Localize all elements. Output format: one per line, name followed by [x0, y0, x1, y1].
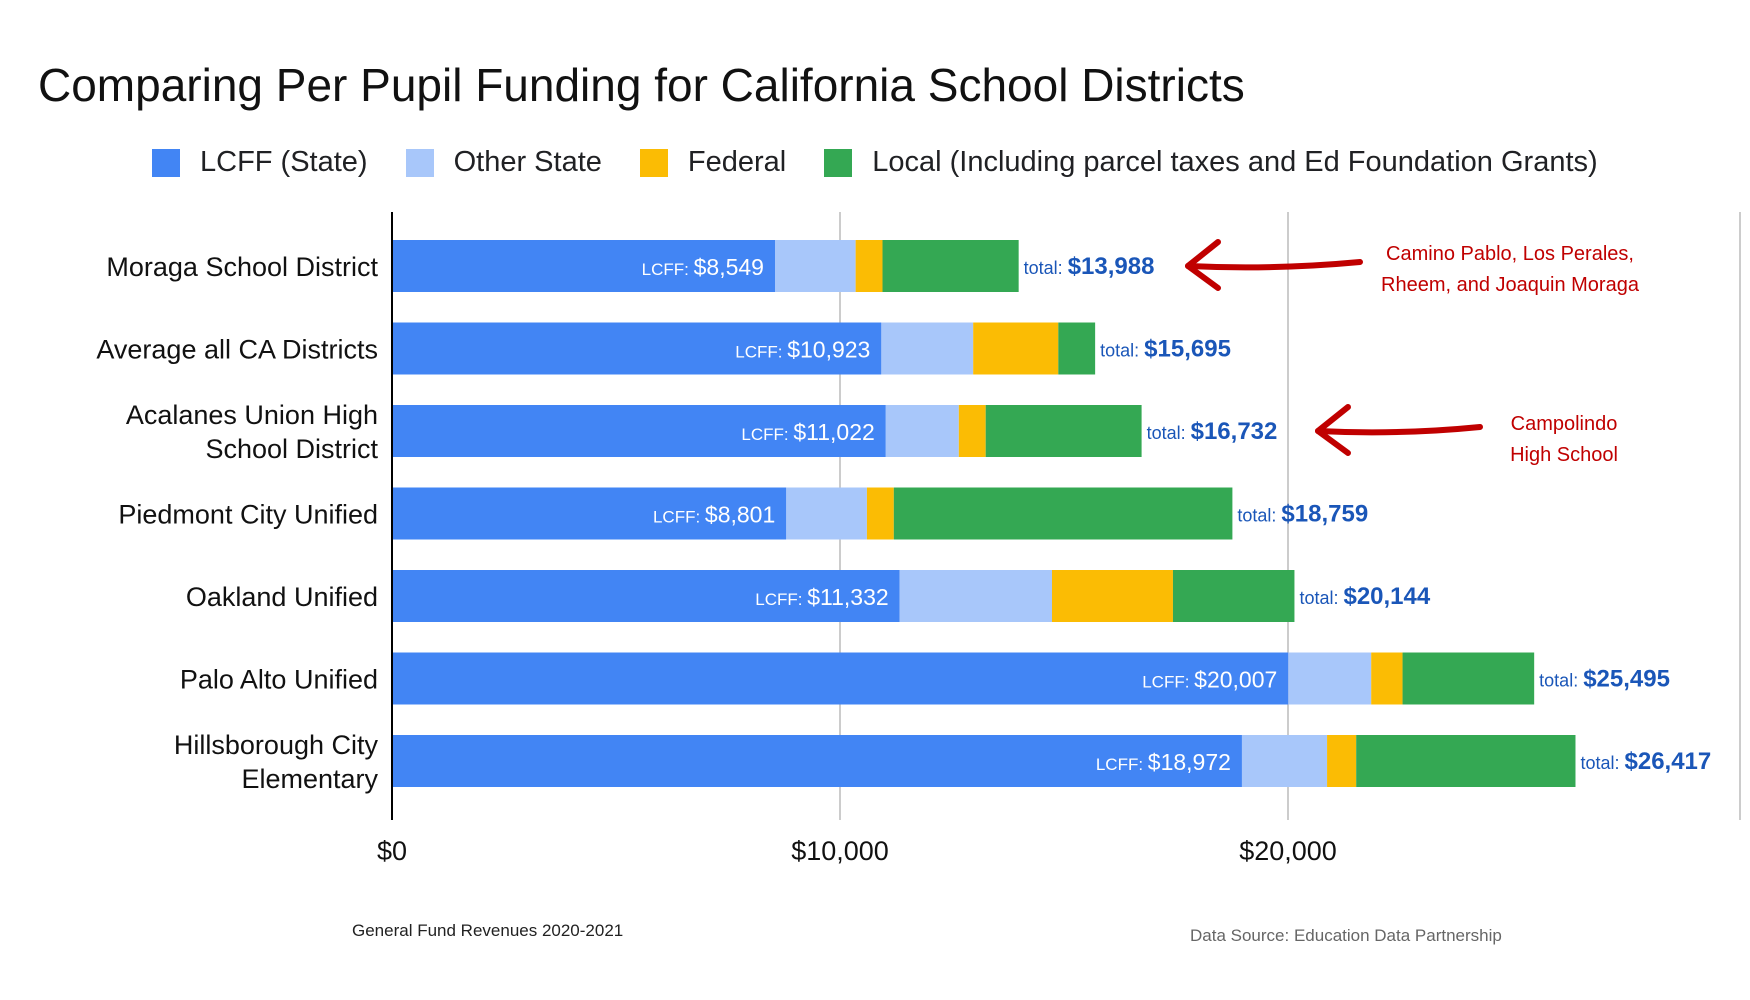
bar-segment-4 [1172, 570, 1295, 622]
bar-segment-3 [973, 322, 1059, 375]
legend-label-local: Local (Including parcel taxes and Ed Fou… [872, 146, 1598, 178]
total-label: total: $13,988 [1024, 253, 1155, 280]
bar-segment-2 [885, 405, 959, 457]
bar-segment-2 [899, 570, 1052, 622]
bar-segment-4 [893, 487, 1233, 540]
annotation-text-campolindo: Campolindo [1511, 413, 1618, 435]
bar-segment-1 [392, 322, 882, 375]
bar-segment-3 [866, 487, 894, 540]
category-label: School District [205, 434, 378, 464]
lcff-label: LCFF: $20,007 [1142, 667, 1277, 693]
legend-swatch-local [824, 148, 853, 177]
bar-segment-4 [1058, 322, 1096, 375]
legend-item-lcff[interactable]: LCFF (State) [152, 146, 368, 179]
total-label: total: $25,495 [1539, 666, 1670, 693]
category-label: Palo Alto Unified [180, 665, 378, 695]
lcff-label: LCFF: $11,332 [755, 584, 888, 610]
bar-segment-2 [786, 487, 867, 540]
bar-segment-1 [392, 570, 900, 622]
footnote-period: General Fund Revenues 2020-2021 [352, 921, 624, 940]
bar-segment-3 [1371, 652, 1403, 705]
bar-segment-4 [985, 405, 1142, 457]
annotation-text-moraga: Rheem, and Joaquin Moraga [1381, 274, 1640, 296]
bar-segment-2 [1288, 652, 1372, 705]
lcff-label: LCFF: $8,801 [653, 502, 775, 528]
annotation-arrow-campolindo-shaft [1315, 424, 1483, 436]
legend-label-lcff: LCFF (State) [200, 146, 368, 178]
category-label: Average all CA Districts [96, 335, 378, 365]
bar-segment-3 [1051, 570, 1173, 622]
category-label: Moraga School District [106, 252, 378, 282]
category-label: Acalanes Union High [126, 400, 378, 430]
lcff-label: LCFF: $8,549 [642, 254, 764, 280]
x-tick-label: $20,000 [1239, 836, 1337, 866]
total-label: total: $16,732 [1147, 418, 1278, 445]
footnote-source: Data Source: Education Data Partnership [1190, 926, 1502, 945]
legend-label-other-state: Other State [453, 146, 602, 178]
bar-segment-3 [1327, 735, 1357, 787]
bar-segment-1 [392, 240, 775, 292]
lcff-label: LCFF: $18,972 [1096, 749, 1231, 775]
x-tick-label: $0 [377, 836, 407, 866]
category-label: Oakland Unified [186, 582, 378, 612]
total-label: total: $26,417 [1580, 748, 1711, 775]
total-label: total: $15,695 [1100, 336, 1231, 363]
bar-segment-1 [392, 735, 1242, 787]
total-label: total: $20,144 [1299, 583, 1430, 610]
bar-segment-4 [1402, 652, 1535, 705]
x-tick-label: $10,000 [791, 836, 889, 866]
bar-segment-4 [1356, 735, 1576, 787]
legend-item-local[interactable]: Local (Including parcel taxes and Ed Fou… [824, 146, 1598, 179]
bar-segment-2 [1241, 735, 1328, 787]
annotation-text-campolindo: High School [1510, 444, 1618, 466]
lcff-label: LCFF: $11,022 [741, 419, 874, 445]
legend-label-federal: Federal [687, 146, 787, 178]
category-label: Hillsborough City [174, 730, 379, 760]
annotation-arrow-campolindo-head [1315, 404, 1351, 456]
bar-segment-1 [392, 487, 787, 540]
bar-segment-2 [881, 322, 974, 375]
bar-segment-2 [774, 240, 856, 292]
category-label: Elementary [241, 764, 378, 794]
lcff-label: LCFF: $10,923 [735, 337, 870, 363]
category-label: Piedmont City Unified [118, 500, 378, 530]
annotation-arrow-moraga-head [1185, 239, 1221, 291]
bar-segment-3 [958, 405, 986, 457]
chart-title: Comparing Per Pupil Funding for Californ… [38, 59, 1245, 111]
legend-swatch-other-state [405, 148, 434, 177]
legend-swatch-federal [639, 148, 668, 177]
bar-segment-1 [392, 652, 1289, 705]
legend-item-other-state[interactable]: Other State [405, 146, 602, 179]
bar-segment-1 [392, 405, 886, 457]
annotation-arrow-moraga-shaft [1185, 259, 1363, 271]
legend-swatch-lcff [152, 148, 180, 177]
annotation-text-moraga: Camino Pablo, Los Perales, [1386, 243, 1634, 265]
total-label: total: $18,759 [1237, 501, 1368, 528]
bar-segment-4 [882, 240, 1019, 292]
legend-item-federal[interactable]: Federal [639, 146, 787, 179]
legend: LCFF (State) Other State Federal Local (… [152, 146, 1636, 179]
bar-segment-3 [855, 240, 883, 292]
